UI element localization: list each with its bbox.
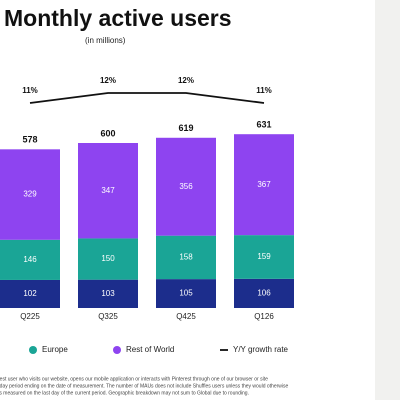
segment-label: 367 [257,180,271,189]
chart-subtitle: (in millions) [85,36,126,45]
x-tick-label: Q325 [98,312,118,321]
footnote: rest user who visits our website, opens … [0,376,268,382]
bar-segment [156,279,216,308]
segment-label: 105 [179,289,193,298]
legend-label: Y/Y growth rate [233,345,289,354]
segment-label: 347 [101,186,115,195]
segment-label: 159 [257,252,271,261]
x-tick-label: Q126 [254,312,274,321]
bar-segment [234,278,294,308]
footnote: ts measured on the last day of the curre… [0,390,249,396]
bar-segment [0,239,60,280]
segment-label: 106 [257,289,271,298]
bar-segment [78,279,138,308]
bar-segment [156,235,216,280]
x-tick-label: Q425 [176,312,196,321]
segment-label: 356 [179,182,193,191]
growth-line [29,92,265,104]
bar-segment [78,238,138,280]
total-label: 619 [178,123,193,133]
footnote: -day period ending on the date of measur… [0,383,288,389]
growth-label: 12% [178,76,194,85]
legend-swatch [29,346,37,354]
legend-label: Europe [42,345,68,354]
side-panel [375,0,400,400]
bar-segment [0,279,60,308]
bar-segment [234,235,294,279]
x-tick-label: Q225 [20,312,40,321]
total-label: 600 [100,128,115,138]
chart-title: Monthly active users [4,5,232,31]
bar-segment [78,143,138,239]
total-label: 631 [256,120,271,130]
legend-label: Rest of World [126,345,174,354]
bar-segment [0,149,60,240]
total-label: 578 [22,135,37,145]
segment-label: 150 [101,254,115,263]
growth-label: 11% [22,86,38,95]
segment-label: 329 [23,190,37,199]
segment-label: 158 [179,253,193,262]
segment-label: 146 [23,255,37,264]
bar-segment [156,137,216,236]
bar-segment [234,134,294,236]
growth-label: 12% [100,76,116,85]
segment-label: 102 [23,289,37,298]
growth-label: 11% [256,86,272,95]
segment-label: 103 [101,289,115,298]
legend-swatch [113,346,121,354]
